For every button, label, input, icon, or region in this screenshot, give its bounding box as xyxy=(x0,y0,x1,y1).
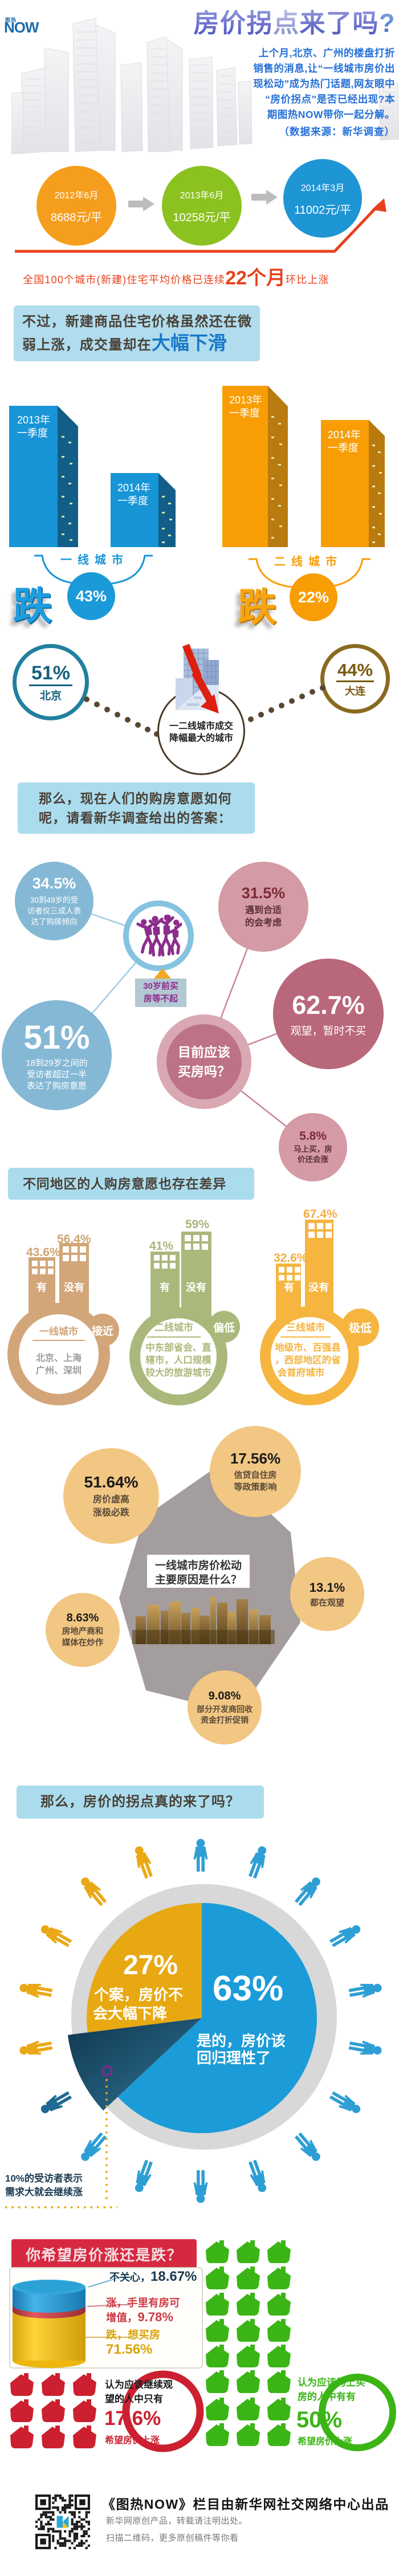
svg-text:北京、上海: 北京、上海 xyxy=(36,1352,82,1363)
svg-text:是的，房价该: 是的，房价该 xyxy=(197,2032,286,2049)
svg-text:中东部省会、直: 中东部省会、直 xyxy=(145,1342,211,1353)
svg-text:2013年: 2013年 xyxy=(229,394,262,406)
svg-text:没有: 没有 xyxy=(64,1281,84,1293)
svg-text:主要原因是什么？: 主要原因是什么？ xyxy=(155,1573,242,1586)
svg-text:43.6%: 43.6% xyxy=(26,1246,60,1259)
svg-text:有: 有 xyxy=(36,1281,47,1293)
svg-text:个案，房价不: 个案，房价不 xyxy=(94,1986,183,2003)
svg-text:有: 有 xyxy=(284,1281,294,1293)
svg-text:FFFF: FFFF xyxy=(194,697,202,700)
svg-text:41%: 41% xyxy=(149,1240,173,1253)
svg-text:56.4%: 56.4% xyxy=(57,1233,91,1246)
svg-text:回归理性了: 回归理性了 xyxy=(197,2049,271,2066)
svg-text:2014年: 2014年 xyxy=(328,429,361,441)
svg-text:FFFFFF: FFFFFF xyxy=(187,704,199,707)
svg-text:需求大就会继续涨: 需求大就会继续涨 xyxy=(5,2186,83,2198)
svg-text:会大幅下降: 会大幅下降 xyxy=(93,2005,168,2022)
svg-text:广州、深圳: 广州、深圳 xyxy=(36,1365,82,1376)
svg-text:接近: 接近 xyxy=(92,1325,113,1338)
svg-text:没有: 没有 xyxy=(308,1281,329,1293)
svg-text:一线城市房价松动: 一线城市房价松动 xyxy=(155,1559,242,1572)
svg-text:59%: 59% xyxy=(185,1218,209,1231)
svg-text:极低: 极低 xyxy=(349,1321,372,1335)
svg-text:一季度: 一季度 xyxy=(328,442,359,454)
svg-text:三线城市: 三线城市 xyxy=(286,1322,325,1333)
svg-text:32.6%: 32.6% xyxy=(274,1252,308,1265)
svg-text:67.4%: 67.4% xyxy=(303,1208,337,1221)
svg-text:一季度: 一季度 xyxy=(17,427,48,439)
svg-text:一季度: 一季度 xyxy=(229,407,260,419)
svg-text:较大的旅游城市: 较大的旅游城市 xyxy=(145,1367,211,1378)
svg-text:没有: 没有 xyxy=(186,1281,206,1293)
svg-text:二线城市: 二线城市 xyxy=(154,1322,193,1333)
svg-text:27%: 27% xyxy=(123,1950,178,1980)
svg-text:2014年: 2014年 xyxy=(117,482,150,494)
svg-text:，西部地区的省: ，西部地区的省 xyxy=(275,1354,341,1366)
svg-text:地级市、百强县: 地级市、百强县 xyxy=(275,1342,341,1353)
svg-text:一线城市: 一线城市 xyxy=(39,1326,78,1337)
svg-text:有: 有 xyxy=(160,1281,170,1293)
svg-text:一季度: 一季度 xyxy=(117,495,148,507)
svg-text:63%: 63% xyxy=(213,1969,283,2008)
svg-text:10%的受访者表示: 10%的受访者表示 xyxy=(5,2173,83,2184)
svg-text:辖市，人口规模: 辖市，人口规模 xyxy=(145,1354,211,1366)
svg-text:偏低: 偏低 xyxy=(213,1321,235,1334)
svg-text:2013年: 2013年 xyxy=(17,414,50,426)
svg-text:会首府城市: 会首府城市 xyxy=(278,1367,325,1378)
